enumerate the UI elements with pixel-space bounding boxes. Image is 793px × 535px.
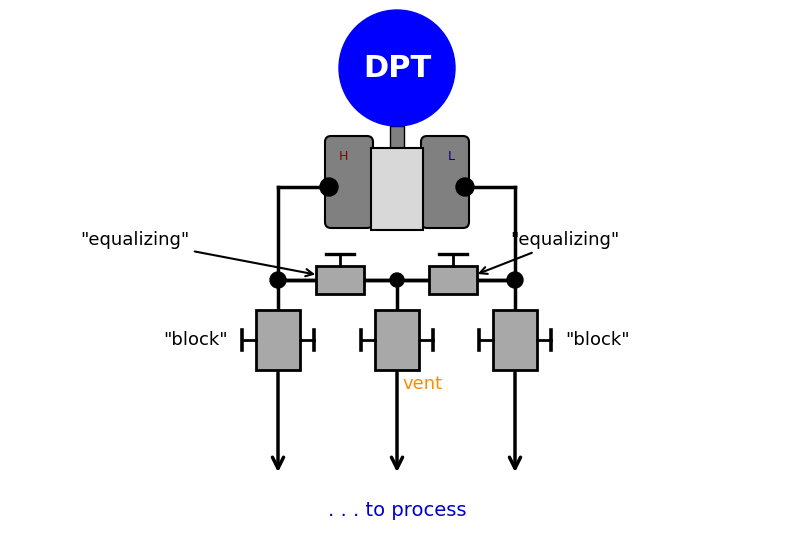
FancyBboxPatch shape — [493, 310, 537, 370]
FancyBboxPatch shape — [325, 136, 373, 228]
Text: . . . to process: . . . to process — [328, 501, 466, 519]
FancyBboxPatch shape — [390, 126, 404, 148]
Text: "equalizing": "equalizing" — [480, 231, 619, 274]
Text: DPT: DPT — [363, 54, 431, 82]
Circle shape — [270, 272, 286, 288]
FancyBboxPatch shape — [316, 266, 364, 294]
Circle shape — [508, 273, 522, 287]
Circle shape — [320, 178, 338, 196]
FancyBboxPatch shape — [421, 136, 469, 228]
FancyBboxPatch shape — [256, 310, 300, 370]
Text: "block": "block" — [163, 331, 228, 349]
Text: "equalizing": "equalizing" — [80, 231, 313, 276]
Text: H: H — [339, 149, 347, 163]
Circle shape — [390, 273, 404, 287]
Circle shape — [339, 10, 455, 126]
FancyBboxPatch shape — [375, 310, 419, 370]
Circle shape — [507, 272, 523, 288]
FancyBboxPatch shape — [371, 148, 423, 230]
Text: L: L — [447, 149, 454, 163]
Circle shape — [456, 178, 474, 196]
Circle shape — [271, 273, 285, 287]
FancyBboxPatch shape — [429, 266, 477, 294]
Text: vent: vent — [402, 375, 442, 393]
Text: "block": "block" — [565, 331, 630, 349]
